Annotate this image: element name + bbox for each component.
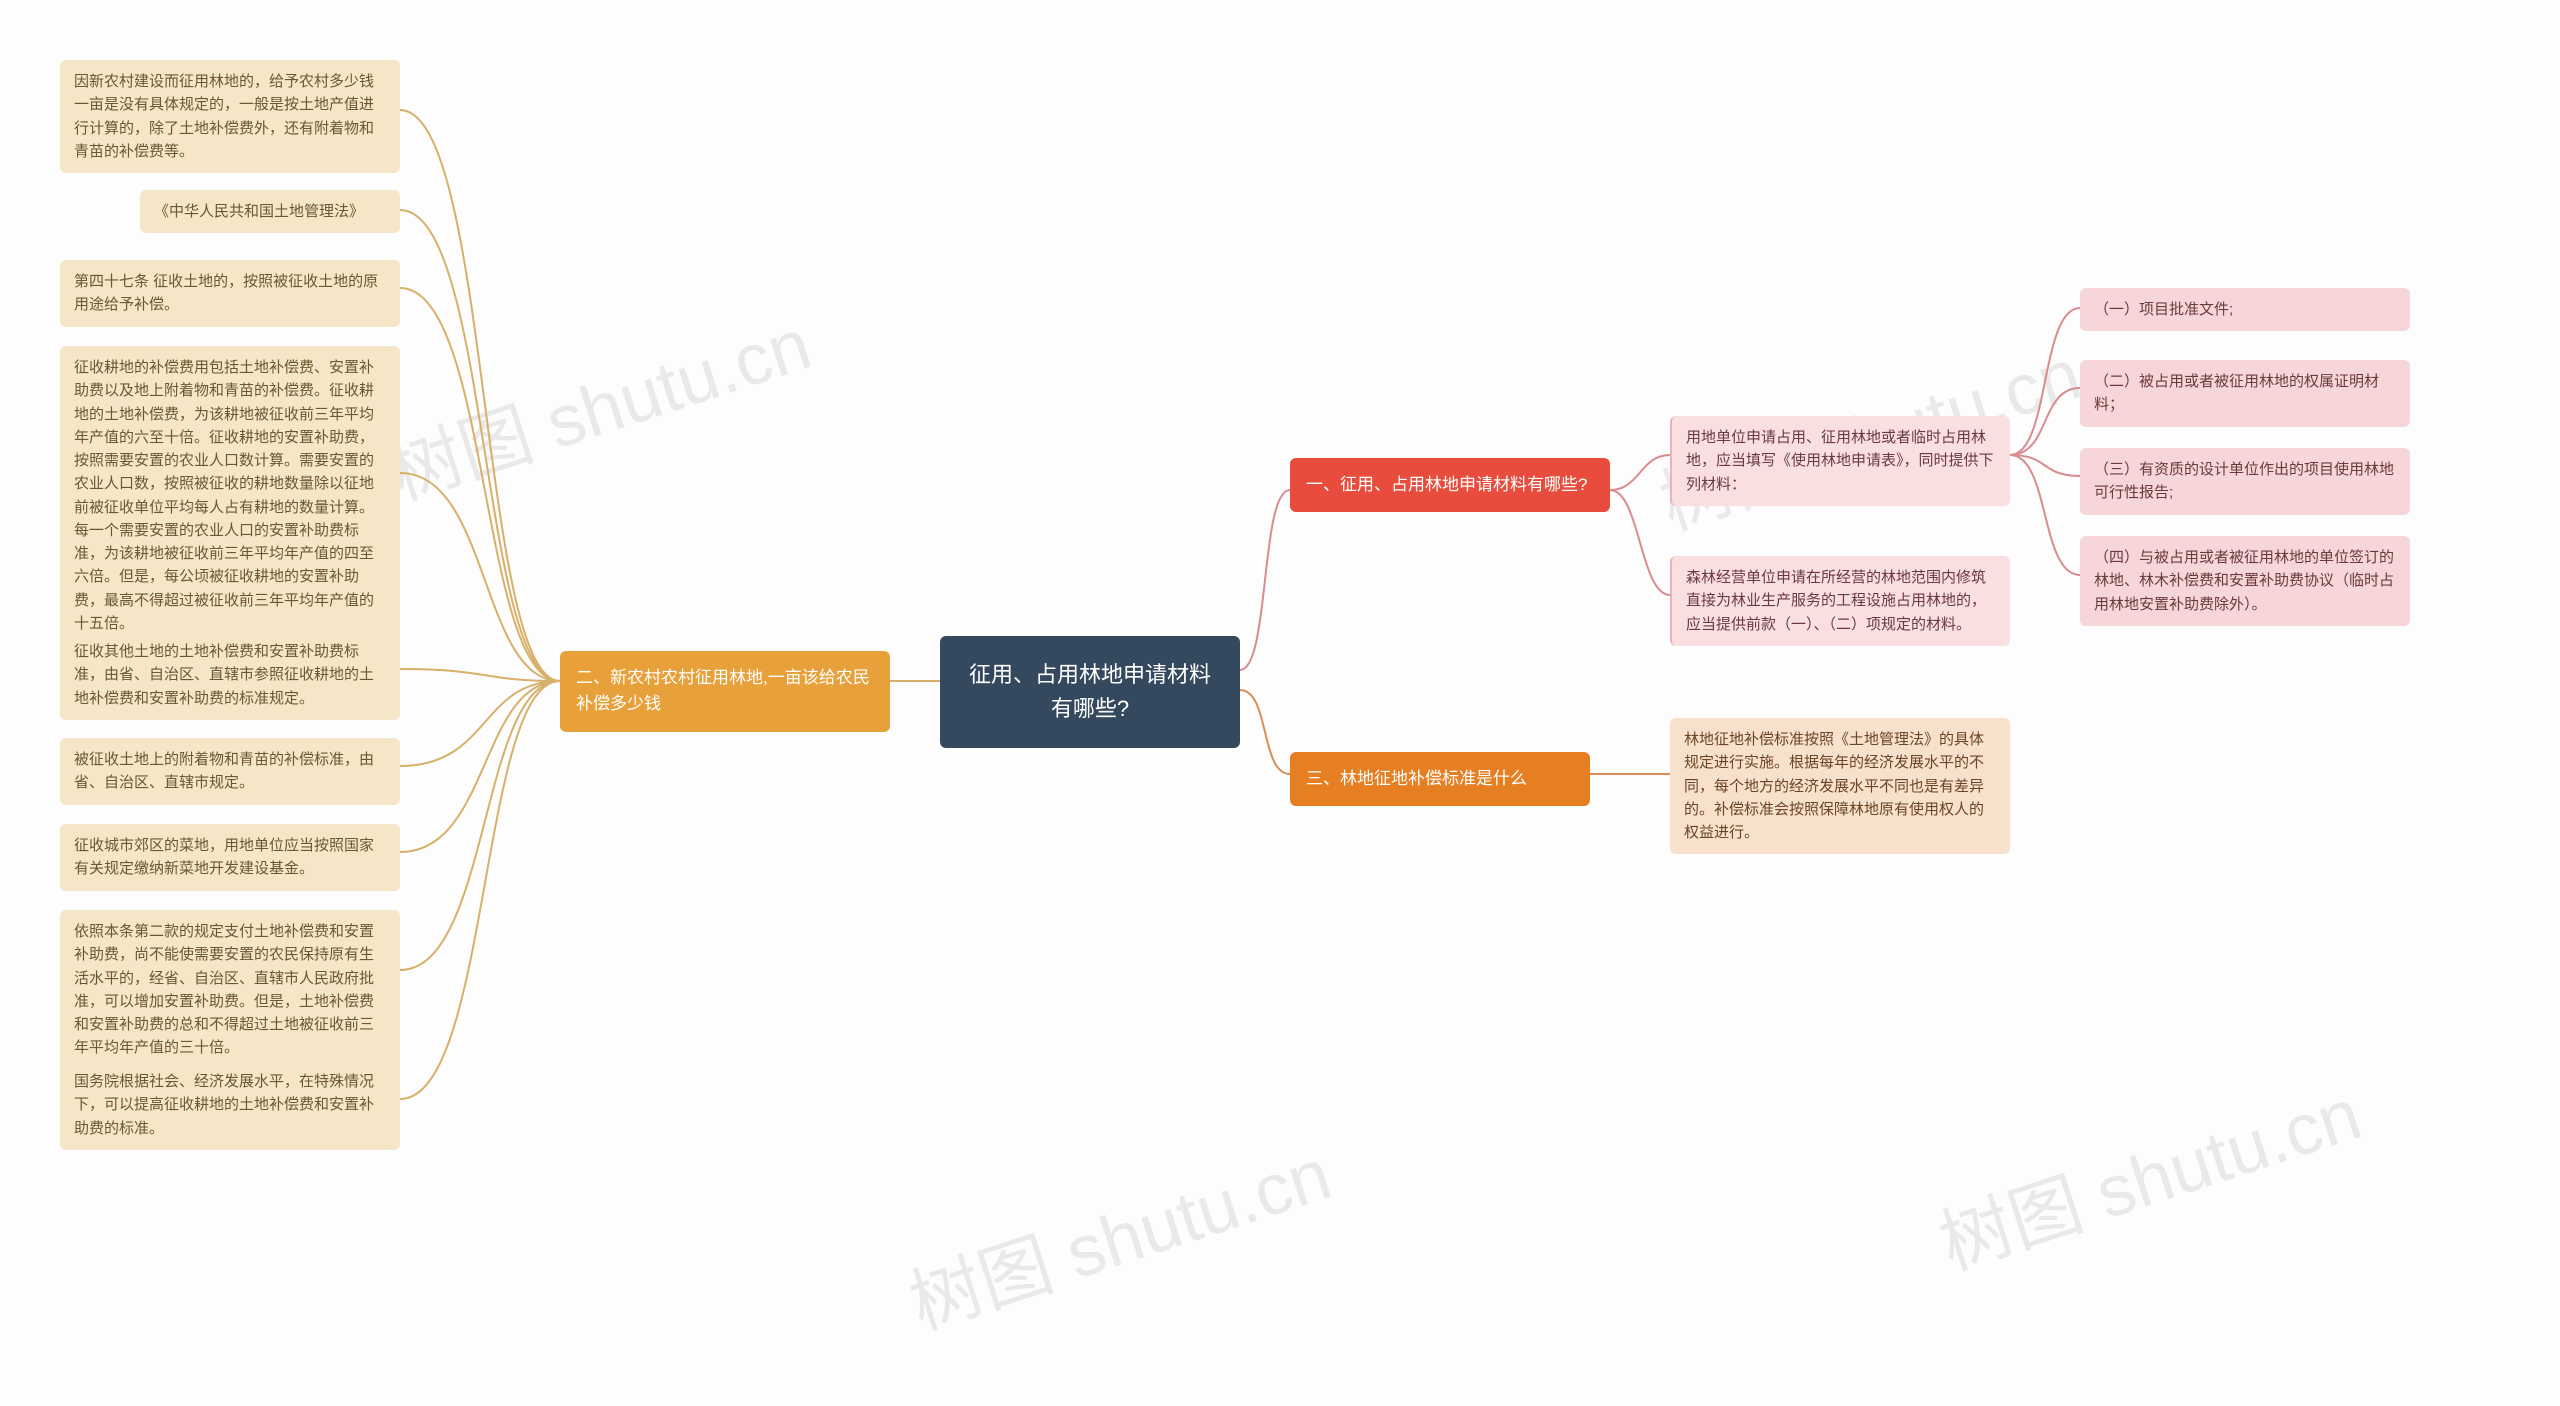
- branch-2-child-1[interactable]: 因新农村建设而征用林地的，给予农村多少钱一亩是没有具体规定的，一般是按土地产值进…: [60, 60, 400, 173]
- branch-1-grandchild-3[interactable]: （三）有资质的设计单位作出的项目使用林地可行性报告;: [2080, 448, 2410, 515]
- branch-1[interactable]: 一、征用、占用林地申请材料有哪些?: [1290, 458, 1610, 512]
- branch-2-child-5[interactable]: 征收其他土地的土地补偿费和安置补助费标准，由省、自治区、直辖市参照征收耕地的土地…: [60, 630, 400, 720]
- branch-2-child-6[interactable]: 被征收土地上的附着物和青苗的补偿标准，由省、自治区、直辖市规定。: [60, 738, 400, 805]
- mindmap-canvas: 树图 shutu.cn 树图 shutu.cn 树图 shutu.cn 树图 s…: [0, 0, 2560, 1406]
- branch-1-grandchild-4[interactable]: （四）与被占用或者被征用林地的单位签订的林地、林木补偿费和安置补助费协议（临时占…: [2080, 536, 2410, 626]
- branch-1-child-1[interactable]: 用地单位申请占用、征用林地或者临时占用林地，应当填写《使用林地申请表》，同时提供…: [1670, 416, 2010, 506]
- branch-2-child-4[interactable]: 征收耕地的补偿费用包括土地补偿费、安置补助费以及地上附着物和青苗的补偿费。征收耕…: [60, 346, 400, 645]
- branch-2-child-2[interactable]: 《中华人民共和国土地管理法》: [140, 190, 400, 233]
- watermark: 树图 shutu.cn: [374, 285, 821, 520]
- root-node[interactable]: 征用、占用林地申请材料有哪些?: [940, 636, 1240, 748]
- watermark: 树图 shutu.cn: [894, 1115, 1341, 1350]
- branch-1-grandchild-1[interactable]: （一）项目批准文件;: [2080, 288, 2410, 331]
- branch-1-grandchild-2[interactable]: （二）被占用或者被征用林地的权属证明材料；: [2080, 360, 2410, 427]
- branch-3[interactable]: 三、林地征地补偿标准是什么: [1290, 752, 1590, 806]
- branch-2[interactable]: 二、新农村农村征用林地,一亩该给农民补偿多少钱: [560, 651, 890, 732]
- watermark: 树图 shutu.cn: [1924, 1055, 2371, 1290]
- branch-2-child-8[interactable]: 依照本条第二款的规定支付土地补偿费和安置补助费，尚不能使需要安置的农民保持原有生…: [60, 910, 400, 1070]
- branch-2-child-7[interactable]: 征收城市郊区的菜地，用地单位应当按照国家有关规定缴纳新菜地开发建设基金。: [60, 824, 400, 891]
- branch-2-child-3[interactable]: 第四十七条 征收土地的，按照被征收土地的原用途给予补偿。: [60, 260, 400, 327]
- branch-2-child-9[interactable]: 国务院根据社会、经济发展水平，在特殊情况下，可以提高征收耕地的土地补偿费和安置补…: [60, 1060, 400, 1150]
- branch-1-child-2[interactable]: 森林经营单位申请在所经营的林地范围内修筑直接为林业生产服务的工程设施占用林地的，…: [1670, 556, 2010, 646]
- branch-3-child-1[interactable]: 林地征地补偿标准按照《土地管理法》的具体规定进行实施。根据每年的经济发展水平的不…: [1670, 718, 2010, 854]
